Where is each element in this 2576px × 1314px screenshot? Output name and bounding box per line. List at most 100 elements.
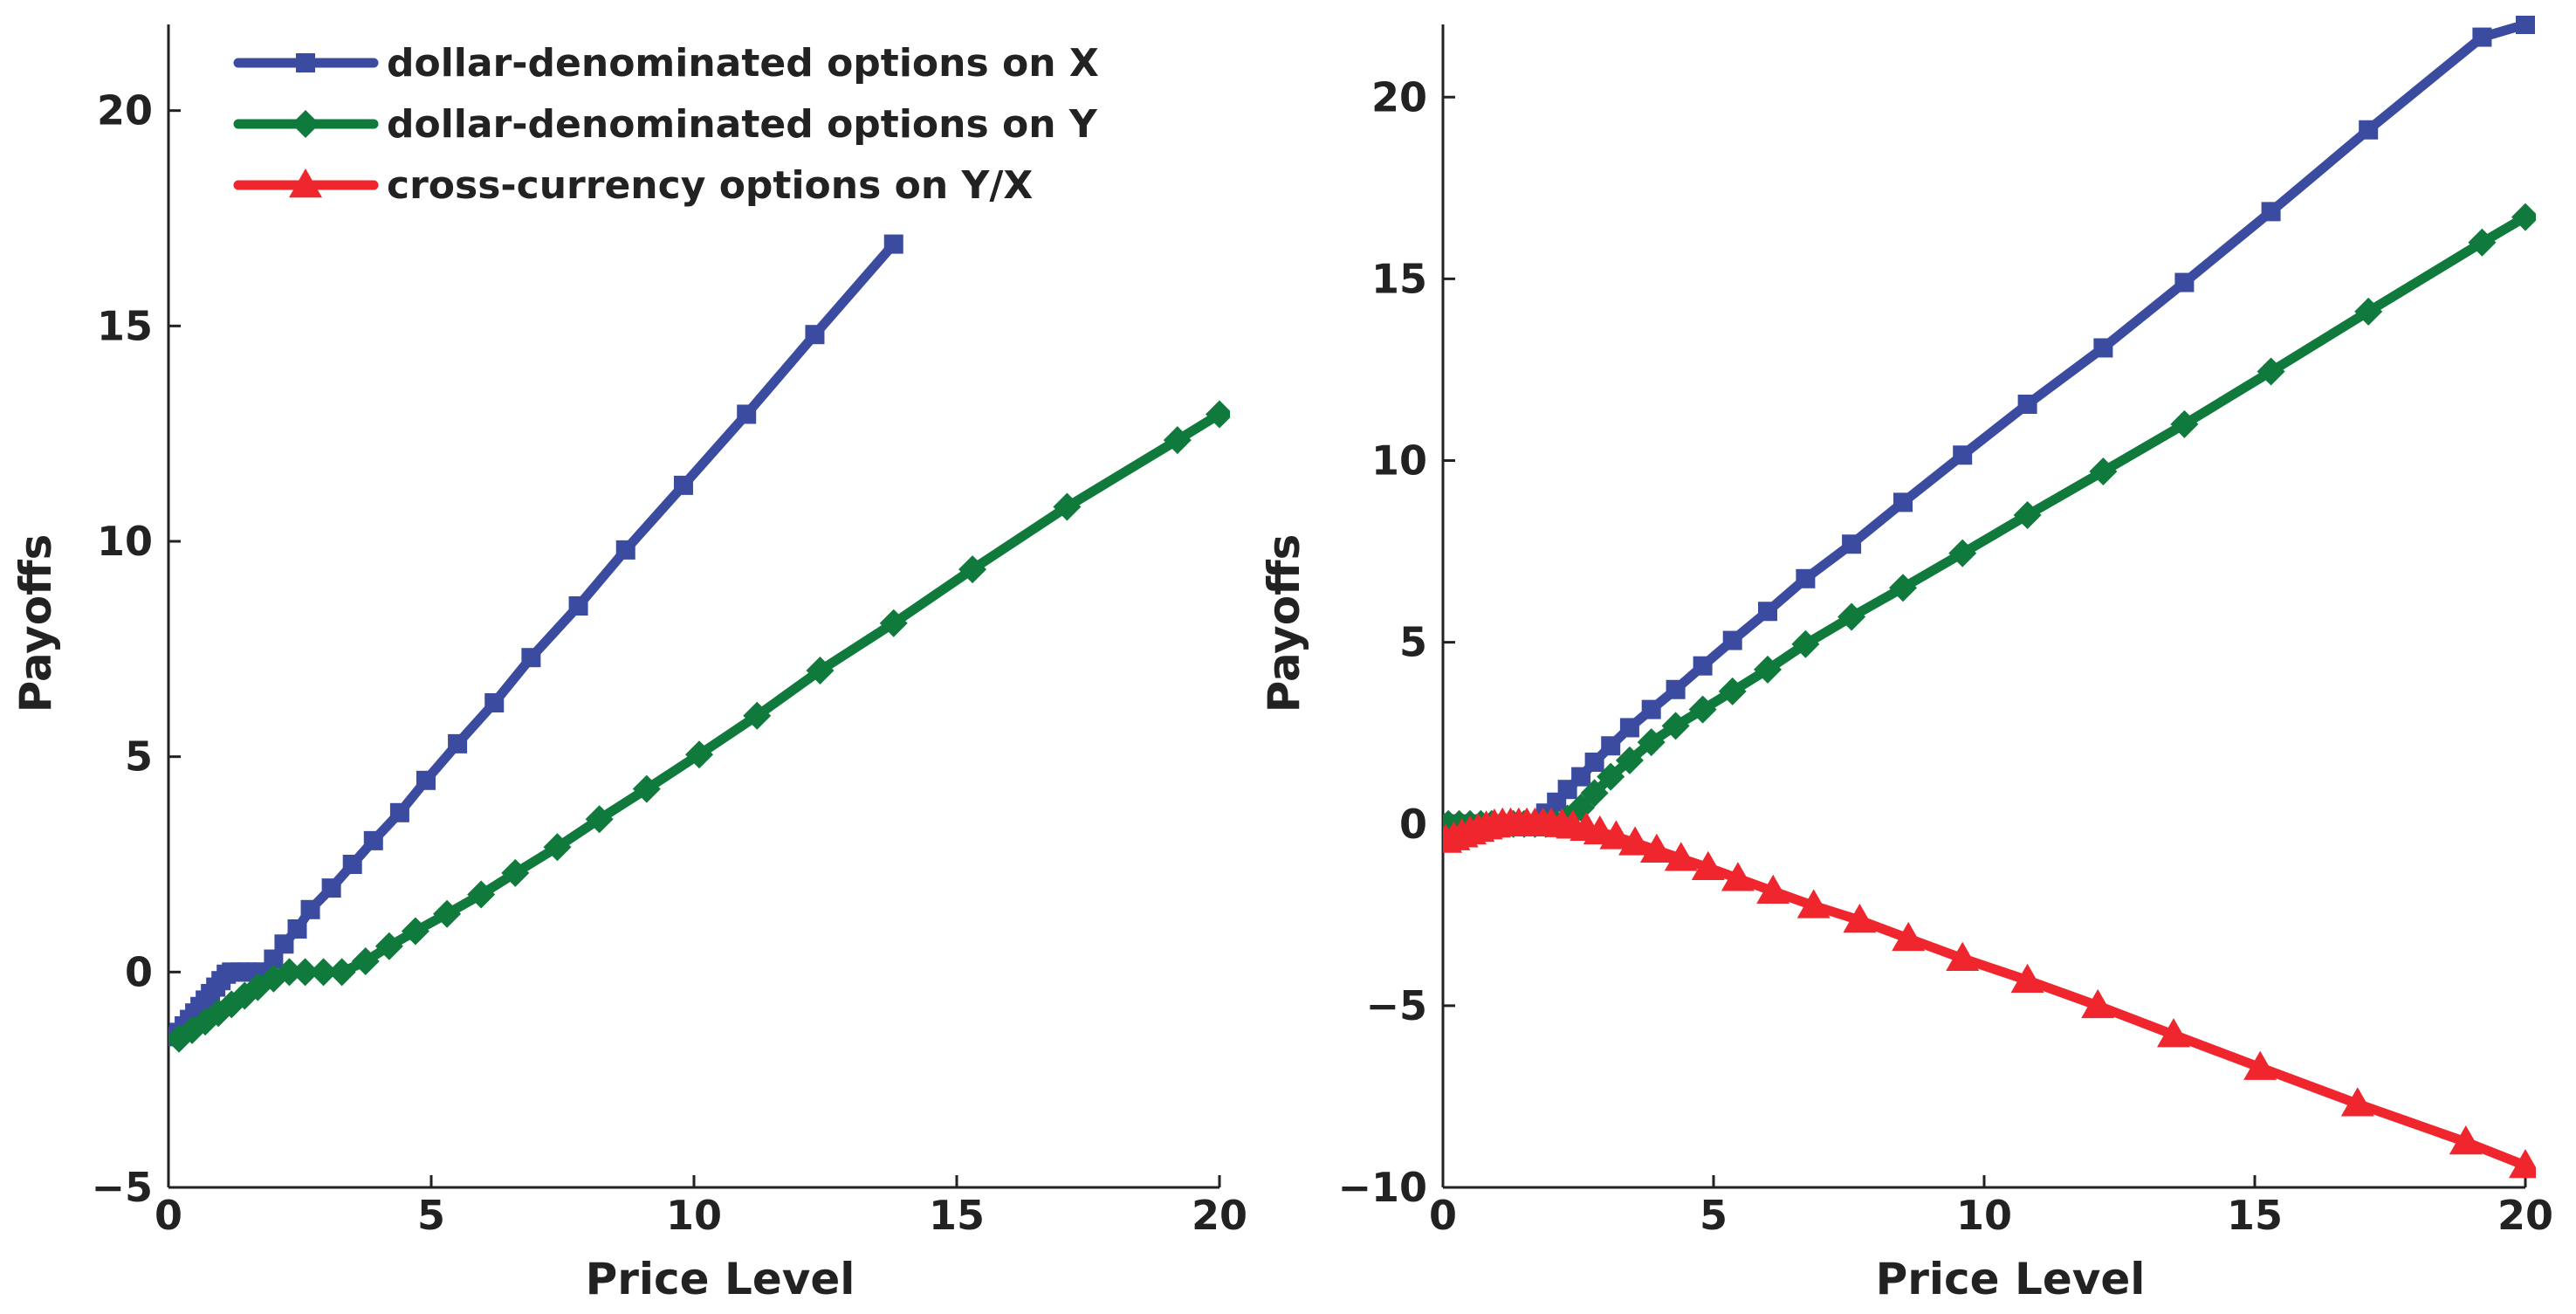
data-point xyxy=(2261,202,2281,222)
data-point xyxy=(958,555,987,584)
data-point xyxy=(1796,568,1816,588)
x-tick-label: 10 xyxy=(1956,1192,2012,1239)
data-point xyxy=(501,858,530,887)
data-point xyxy=(363,830,383,850)
data-point xyxy=(2010,963,2044,993)
series-line xyxy=(1443,19,2531,829)
data-point xyxy=(805,325,825,345)
data-point xyxy=(1661,712,1690,740)
data-point xyxy=(448,733,468,753)
y-tick-label: 10 xyxy=(1371,437,1427,485)
data-point xyxy=(879,609,908,637)
data-point xyxy=(484,693,505,712)
data-point xyxy=(467,880,496,909)
data-point xyxy=(1584,752,1604,772)
data-point xyxy=(1618,826,1652,856)
x-tick-label: 10 xyxy=(666,1192,722,1239)
data-point xyxy=(1688,695,1717,724)
y-tick-label: 20 xyxy=(97,87,153,134)
data-point xyxy=(1796,889,1831,918)
data-point xyxy=(2081,988,2115,1019)
y-tick-label: 5 xyxy=(1399,619,1427,666)
data-point xyxy=(321,878,341,898)
data-point xyxy=(743,701,772,730)
data-point xyxy=(1619,718,1639,738)
data-point xyxy=(1718,677,1747,705)
data-point xyxy=(1953,445,1973,465)
data-point xyxy=(1637,728,1666,757)
y-axis-label: Payoffs xyxy=(10,534,61,713)
data-point xyxy=(2472,27,2492,47)
data-point xyxy=(2468,228,2497,257)
legend-marker xyxy=(296,53,315,72)
series-2 xyxy=(1443,203,2536,838)
data-point xyxy=(264,949,284,969)
data-point xyxy=(2093,338,2113,358)
data-point xyxy=(585,805,614,834)
data-point xyxy=(2170,409,2199,438)
data-point xyxy=(2017,394,2037,414)
x-tick-label: 15 xyxy=(929,1192,985,1239)
data-point xyxy=(568,596,588,616)
legend-entry: cross-currency options on Y/X xyxy=(233,163,1033,208)
data-point xyxy=(1893,492,1913,513)
x-tick-label: 0 xyxy=(1429,1192,1457,1239)
data-point xyxy=(1599,820,1633,850)
data-point xyxy=(416,770,436,790)
data-point xyxy=(1946,941,1980,972)
data-point xyxy=(2509,1149,2536,1179)
data-point xyxy=(632,774,661,803)
data-point xyxy=(401,917,429,946)
data-point xyxy=(374,932,403,960)
data-point xyxy=(1666,679,1686,699)
data-point xyxy=(168,1024,194,1053)
data-point xyxy=(274,934,294,954)
data-point xyxy=(2354,297,2383,326)
data-point xyxy=(737,404,757,424)
data-point xyxy=(521,648,541,668)
data-point xyxy=(309,958,338,987)
data-point xyxy=(1843,904,1877,933)
y-tick-label: 15 xyxy=(97,302,153,349)
x-tick-label: 20 xyxy=(1192,1192,1247,1239)
series-3 xyxy=(1443,807,2536,1179)
y-tick-label: 20 xyxy=(1371,73,1427,120)
data-point xyxy=(2157,1018,2190,1048)
x-tick-label: 5 xyxy=(417,1192,445,1239)
data-point xyxy=(2243,1050,2277,1080)
data-point xyxy=(291,958,319,987)
data-point xyxy=(2013,500,2042,529)
series-line xyxy=(168,239,899,1042)
data-point xyxy=(1791,629,1820,658)
data-point xyxy=(1892,921,1926,952)
data-point xyxy=(543,833,572,862)
x-tick-label: 5 xyxy=(1700,1192,1728,1239)
x-axis-label: Price Level xyxy=(586,1254,855,1304)
data-point xyxy=(615,540,635,560)
data-point xyxy=(433,899,462,928)
data-point xyxy=(2174,272,2195,292)
series-2 xyxy=(168,400,1230,1053)
data-point xyxy=(1163,426,1192,455)
x-tick-label: 15 xyxy=(2227,1192,2283,1239)
data-point xyxy=(1889,574,1917,602)
data-point xyxy=(275,958,304,987)
legend-entry: dollar-denominated options on X xyxy=(233,41,1099,86)
data-point xyxy=(2089,457,2118,485)
data-point xyxy=(1601,736,1621,756)
data-point xyxy=(883,234,903,254)
data-point xyxy=(2257,357,2285,386)
x-tick-label: 20 xyxy=(2497,1192,2553,1239)
data-point xyxy=(2511,203,2536,231)
data-point xyxy=(1948,539,1977,568)
y-tick-label: 0 xyxy=(1399,801,1427,848)
data-point xyxy=(1721,862,1755,891)
data-point xyxy=(2449,1125,2483,1155)
data-point xyxy=(1571,767,1591,787)
legend-entry: dollar-denominated options on Y xyxy=(233,102,1098,147)
legend-label: dollar-denominated options on X xyxy=(387,41,1099,86)
y-axis-label: Payoffs xyxy=(1259,534,1309,713)
data-point xyxy=(1597,762,1625,791)
legend-marker xyxy=(289,169,322,198)
